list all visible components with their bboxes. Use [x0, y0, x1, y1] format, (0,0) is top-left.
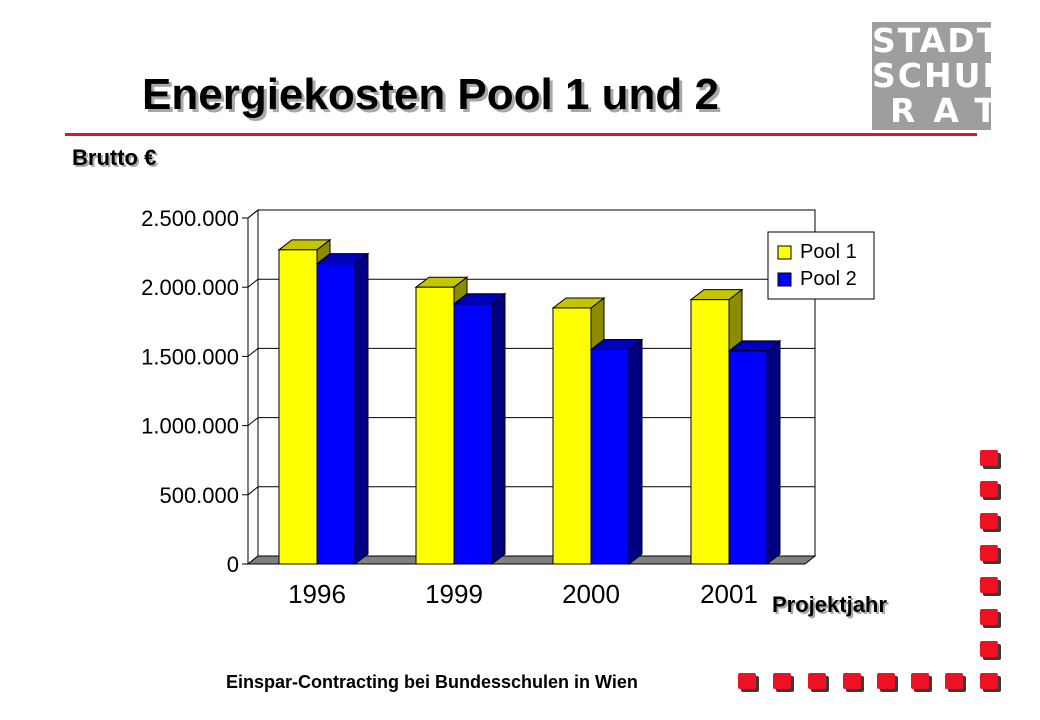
title-underline	[65, 133, 977, 136]
decorative-square	[980, 481, 998, 497]
legend-label: Pool 1	[800, 241, 857, 263]
logo-line-3: RAT	[890, 91, 1015, 130]
y-tick-label: 500.000	[159, 483, 239, 508]
gridline-side	[247, 209, 259, 219]
y-tick-label: 2.500.000	[141, 206, 239, 231]
decorative-square	[773, 673, 791, 689]
bar	[590, 348, 630, 565]
bar	[453, 303, 493, 565]
decorative-square	[808, 673, 826, 689]
x-tick-label: 2000	[562, 579, 620, 609]
bar	[552, 307, 592, 565]
x-tick-label: 1996	[288, 579, 346, 609]
bar	[316, 263, 356, 565]
decorative-square	[980, 545, 998, 561]
gridline-side	[247, 278, 259, 288]
decorative-square	[877, 673, 895, 689]
gridline-side	[247, 348, 259, 357]
chart-unit-label: Brutto €	[72, 145, 157, 170]
x-axis-title: Projektjahr	[772, 592, 887, 617]
y-tick-label: 1.000.000	[141, 414, 239, 439]
decorative-square	[980, 577, 998, 593]
legend-swatch	[777, 245, 792, 260]
y-tick-label: 0	[227, 552, 239, 577]
y-tick-label: 1.500.000	[141, 344, 239, 369]
bar	[728, 350, 768, 565]
bar-side-face	[354, 252, 369, 566]
logo-line-2: SCHUL	[872, 56, 1006, 95]
gridline-side	[247, 417, 259, 426]
bar-side-face	[491, 292, 506, 566]
decorative-square	[945, 673, 963, 689]
decorative-square	[980, 673, 998, 689]
bar	[415, 286, 455, 565]
decorative-square	[980, 641, 998, 657]
legend-label: Pool 2	[800, 268, 857, 290]
legend-swatch	[777, 272, 792, 287]
logo-line-1: STADT	[872, 21, 1002, 60]
decorative-square	[738, 673, 756, 689]
y-tick-label: 2.000.000	[141, 275, 239, 300]
footer-text: Einspar-Contracting bei Bundesschulen in…	[226, 672, 638, 692]
bar	[690, 299, 730, 565]
slide-title: Energiekosten Pool 1 und 2	[142, 70, 720, 119]
gridline-side	[247, 486, 259, 496]
bar	[278, 249, 318, 565]
decorative-square	[980, 450, 998, 466]
legend-box	[767, 231, 875, 300]
decorative-square	[980, 513, 998, 529]
decorative-square	[843, 673, 861, 689]
plot-side-wall	[247, 208, 259, 566]
x-axis-title-shadow: Projektjahr	[774, 594, 889, 619]
decorative-square	[980, 609, 998, 625]
bar-side-face	[628, 338, 643, 566]
x-tick-label: 2001	[700, 579, 758, 609]
bar-side-face	[766, 339, 781, 566]
stadtschulrat-logo: STADT SCHUL RAT	[872, 21, 1015, 130]
x-tick-label: 1999	[425, 579, 483, 609]
decorative-square	[911, 673, 929, 689]
